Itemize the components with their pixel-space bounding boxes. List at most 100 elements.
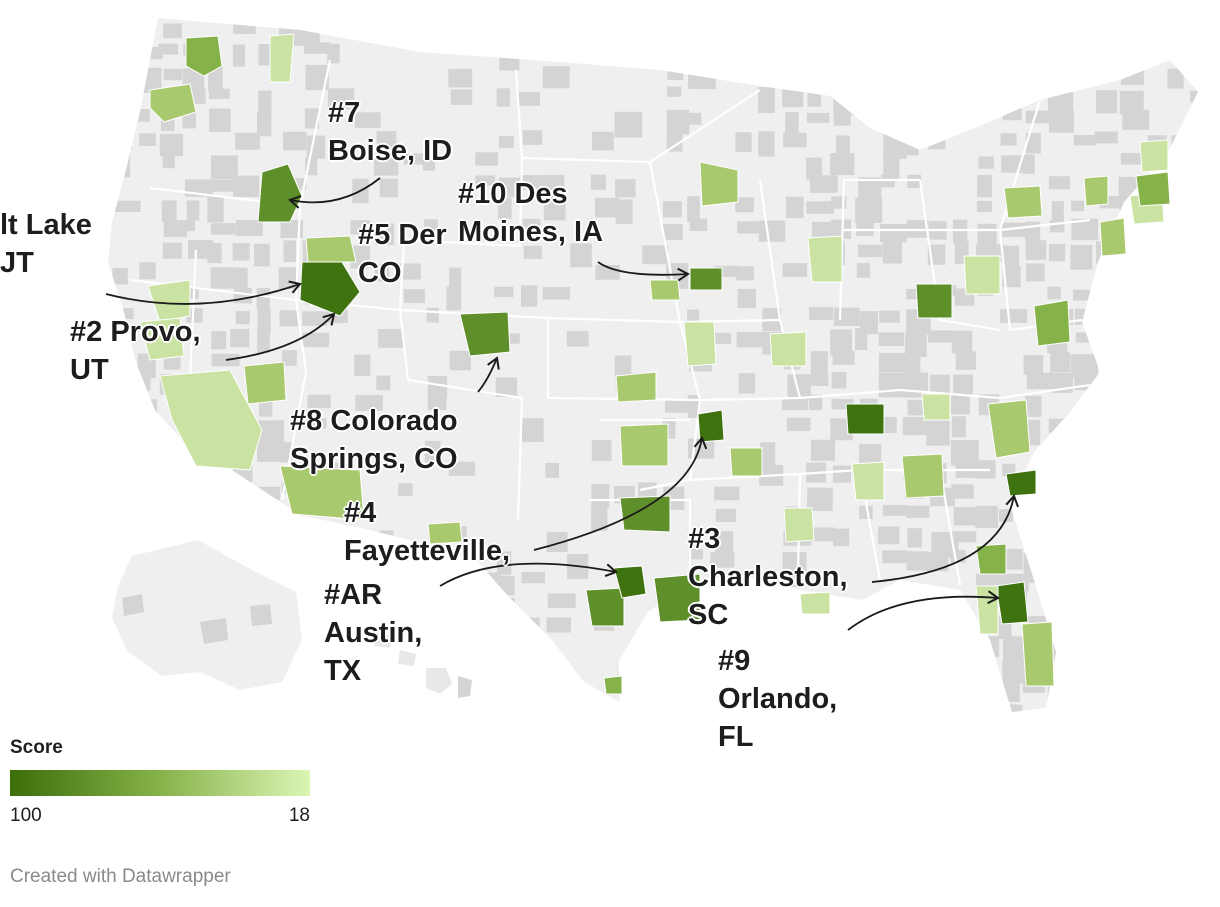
county-cell [1118, 330, 1137, 350]
county-cell [1167, 196, 1191, 218]
county-cell [1047, 87, 1074, 114]
county-cell [806, 112, 830, 123]
county-cell [1194, 484, 1198, 508]
scored-metro-region [729, 447, 763, 477]
county-cell [306, 418, 327, 429]
county-cell [878, 332, 905, 347]
county-cell [1024, 571, 1039, 583]
county-cell [1002, 636, 1027, 662]
county-cell [235, 705, 251, 712]
county-cell [1121, 372, 1135, 391]
label-line: #8 Colorado [290, 405, 458, 437]
county-cell [906, 505, 930, 518]
county-cell [1195, 531, 1198, 551]
county-cell [1075, 23, 1095, 36]
county-cell [974, 68, 999, 79]
scored-metro-region [689, 267, 723, 291]
county-cell [809, 306, 834, 320]
county-cell [1168, 595, 1189, 607]
state-border-line [514, 69, 524, 159]
county-cell [327, 43, 340, 64]
county-cell [448, 461, 476, 476]
county-cell [1121, 398, 1141, 421]
county-cell [518, 91, 540, 106]
county-cell [449, 350, 471, 371]
county-cell [283, 131, 307, 151]
county-cell [951, 484, 974, 499]
scored-metro-region [147, 279, 191, 323]
county-cell [377, 328, 404, 348]
county-cell [159, 133, 184, 157]
county-cell [953, 374, 974, 395]
county-cell [809, 394, 823, 411]
county-cell [931, 64, 949, 84]
county-cell [782, 551, 807, 572]
county-cell [1002, 24, 1019, 50]
county-cell [950, 615, 964, 635]
county-cell [881, 112, 899, 128]
county-cell [711, 332, 732, 344]
county-cell [1072, 640, 1095, 658]
county-cell [1119, 90, 1144, 115]
county-cell [591, 22, 605, 34]
county-cell [955, 637, 981, 649]
county-cell [1023, 355, 1044, 375]
county-cell [211, 179, 236, 192]
state-border-line [649, 89, 761, 163]
county-cell [1169, 395, 1184, 417]
county-cell [1070, 482, 1096, 495]
county-cell [951, 416, 966, 438]
county-cell [1194, 419, 1198, 442]
county-cell [806, 157, 823, 180]
county-cell [162, 242, 182, 259]
county-cell [832, 465, 851, 483]
scored-metro-region [975, 543, 1007, 575]
county-cell [210, 155, 238, 180]
county-cell [643, 683, 669, 701]
label-line: Austin, [324, 617, 423, 649]
county-cell [1142, 20, 1166, 43]
county-cell [1190, 639, 1198, 652]
county-cell [810, 351, 828, 376]
county-cell [811, 373, 829, 386]
county-cell [233, 267, 248, 292]
county-cell [1142, 308, 1161, 319]
scored-metro-region [851, 461, 885, 501]
scored-metro-region [427, 521, 463, 545]
county-cell [811, 221, 832, 238]
county-cell [543, 196, 566, 221]
arrow-des-moines [597, 261, 690, 282]
county-cell [302, 311, 327, 326]
county-cell [374, 155, 399, 176]
county-cell [161, 200, 177, 222]
county-cell [782, 398, 809, 411]
county-cell [327, 88, 355, 110]
county-cell [591, 507, 608, 531]
scored-metro-region [995, 581, 1029, 625]
datawrapper-credit: Created with Datawrapper [10, 866, 231, 887]
county-cell [811, 527, 835, 542]
county-cell [1024, 23, 1044, 35]
county-cell [496, 88, 511, 107]
county-cell [498, 177, 523, 197]
legend-scale-labels: 100 18 [10, 805, 310, 829]
county-cell [689, 218, 708, 231]
county-cell [907, 69, 933, 92]
county-cell [1147, 242, 1169, 255]
county-cell [976, 200, 992, 213]
county-cell [1191, 460, 1198, 487]
county-cell [111, 90, 135, 104]
county-cell [955, 351, 977, 370]
county-cell [135, 483, 151, 504]
county-cell [1048, 44, 1075, 64]
county-cell [111, 153, 131, 178]
county-cell [1120, 703, 1140, 712]
county-cell [953, 506, 979, 526]
county-cell [760, 64, 781, 80]
county-cell [1194, 311, 1198, 338]
label-austin: #AR Austin, TX [324, 576, 422, 690]
county-cell [450, 89, 473, 105]
scored-metro-region [149, 83, 197, 123]
county-cell [566, 330, 589, 347]
county-cell [211, 353, 240, 367]
